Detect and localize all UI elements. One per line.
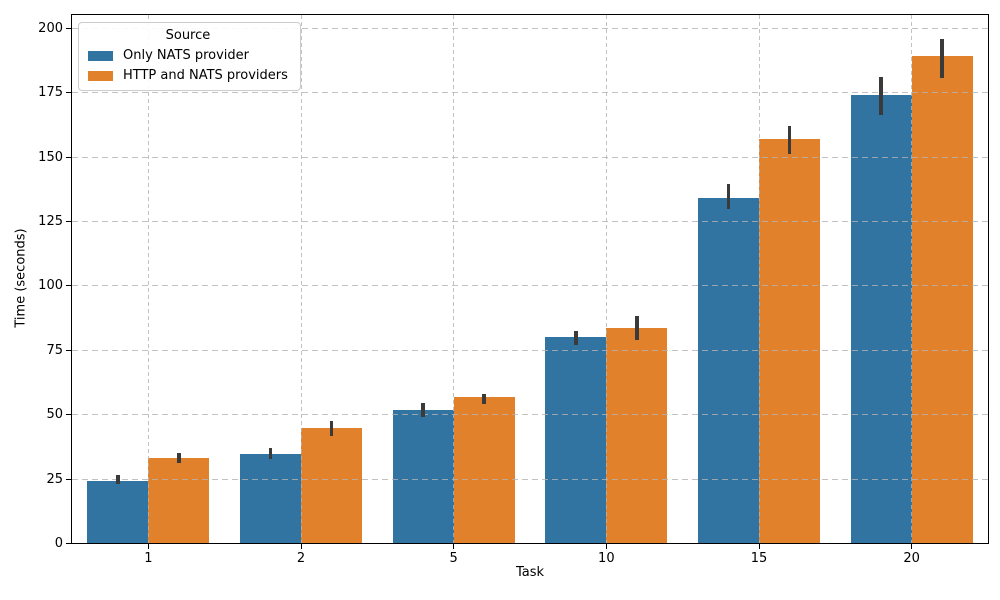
x-tick-mark [911, 544, 913, 549]
y-tick-label: 200 [38, 20, 63, 36]
legend: Source Only NATS provider HTTP and NATS … [78, 22, 301, 91]
plot-area [71, 14, 989, 544]
legend-item: HTTP and NATS providers [88, 68, 288, 83]
y-tick-mark [66, 285, 71, 287]
bar-task-1-http-and-nats [148, 458, 210, 543]
x-tick-mark [300, 544, 302, 549]
error-bar-task-10-only-nats [574, 330, 578, 345]
error-bar-task-15-only-nats [726, 183, 731, 210]
error-bar-task-1-only-nats [116, 474, 120, 484]
bar-task-5-http-and-nats [453, 397, 515, 543]
error-bar-task-10-http-and-nats [635, 316, 639, 340]
y-tick-label: 175 [38, 85, 63, 101]
error-bar-task-20-only-nats [879, 76, 883, 116]
bar-task-10-only-nats [545, 336, 607, 543]
legend-title: Source [165, 28, 211, 43]
y-tick-label: 25 [46, 471, 63, 487]
x-tick-label: 20 [903, 551, 920, 566]
legend-swatch-only-nats-provider [88, 50, 113, 61]
error-bar-task-2-only-nats [268, 447, 273, 460]
x-tick-label: 10 [598, 551, 615, 566]
error-bar-task-1-http-and-nats [177, 452, 181, 464]
x-tick-label: 1 [144, 551, 153, 566]
x-tick-mark [758, 544, 760, 549]
legend-label-http-and-nats-providers: HTTP and NATS providers [123, 68, 288, 83]
y-tick-mark [66, 92, 71, 94]
y-tick-label: 75 [46, 342, 63, 358]
legend-item: Only NATS provider [88, 48, 288, 63]
bar-task-2-http-and-nats [301, 428, 363, 543]
bar-task-2-only-nats [239, 454, 301, 543]
x-tick-mark [147, 544, 149, 549]
legend-swatch-http-and-nats-providers [88, 70, 113, 81]
y-tick-label: 50 [46, 407, 63, 423]
y-tick-label: 0 [54, 536, 63, 551]
y-tick-mark [66, 156, 71, 158]
y-tick-mark [66, 478, 71, 480]
y-tick-mark [66, 349, 71, 351]
x-axis-label: Task [515, 565, 545, 580]
bar-task-1-only-nats [87, 481, 149, 543]
legend-label-only-nats-provider: Only NATS provider [123, 48, 250, 63]
y-tick-mark [66, 543, 71, 544]
y-tick-label: 125 [38, 214, 63, 230]
x-tick-mark [453, 544, 455, 549]
bar-task-15-http-and-nats [759, 138, 821, 543]
y-tick-mark [66, 221, 71, 223]
error-bar-task-15-http-and-nats [787, 125, 792, 155]
y-tick-mark [66, 414, 71, 416]
error-bar-task-5-http-and-nats [482, 393, 486, 404]
y-tick-mark [66, 27, 71, 29]
bar-task-5-only-nats [392, 410, 454, 543]
bar-task-15-only-nats [697, 197, 759, 543]
x-tick-label: 15 [750, 551, 768, 566]
error-bar-task-2-http-and-nats [329, 420, 334, 437]
bar-task-20-only-nats [850, 94, 912, 543]
bar-task-10-http-and-nats [606, 327, 668, 543]
y-tick-label: 150 [38, 149, 63, 165]
x-tick-label: 2 [296, 551, 306, 566]
x-tick-label: 5 [449, 551, 458, 566]
gridline-y-175 [72, 92, 988, 94]
error-bar-task-5-only-nats [421, 402, 425, 417]
x-tick-mark [605, 544, 607, 549]
error-bar-task-20-http-and-nats [940, 39, 944, 79]
bar-task-20-http-and-nats [911, 56, 973, 543]
y-tick-label: 100 [38, 278, 63, 294]
